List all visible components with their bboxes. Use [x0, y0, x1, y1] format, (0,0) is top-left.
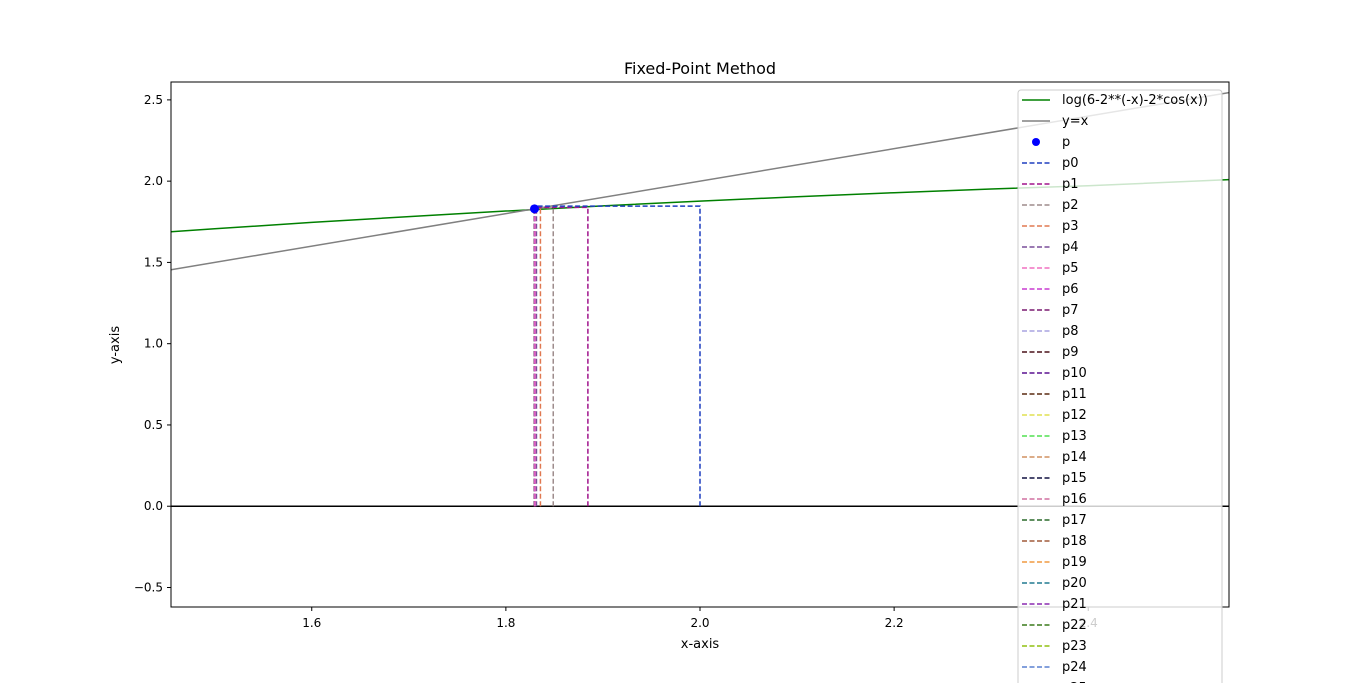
legend-label: p25	[1062, 681, 1087, 683]
legend-label: p24	[1062, 660, 1087, 675]
x-tick-label: 1.6	[302, 616, 321, 630]
legend-label: p9	[1062, 345, 1079, 360]
x-tick-label: 2.0	[690, 616, 709, 630]
legend-label: p12	[1062, 408, 1087, 423]
legend-label: p	[1062, 135, 1070, 150]
legend-label: p5	[1062, 261, 1079, 276]
legend-label: p8	[1062, 324, 1079, 339]
chart-title: Fixed-Point Method	[624, 59, 776, 78]
y-tick-label: 2.0	[144, 174, 163, 188]
x-axis-label: x-axis	[681, 637, 720, 652]
legend-label: p20	[1062, 576, 1087, 591]
legend-label: p7	[1062, 303, 1079, 318]
iteration-path-p2	[534, 207, 554, 507]
fixed-point-marker	[530, 204, 540, 214]
legend-label: p14	[1062, 450, 1087, 465]
legend-label: y=x	[1062, 114, 1089, 129]
legend-label: p18	[1062, 534, 1087, 549]
y-tick-label: 0.0	[144, 499, 163, 513]
legend-label: p16	[1062, 492, 1087, 507]
legend-label: p21	[1062, 597, 1087, 612]
y-axis-ticks: −0.5 0.0 0.5 1.0 1.5 2.0 2.5	[134, 93, 171, 594]
legend-box	[1017, 89, 1223, 683]
x-axis-ticks: 1.61.82.02.22.4	[302, 607, 1098, 630]
legend-label: p11	[1062, 387, 1087, 402]
legend-label: p10	[1062, 366, 1087, 381]
legend-label: p1	[1062, 177, 1079, 192]
legend-label: p17	[1062, 513, 1087, 528]
legend-label: p13	[1062, 429, 1087, 444]
legend-label: p22	[1062, 618, 1087, 633]
legend-label: log(6-2**(-x)-2*cos(x))	[1062, 93, 1208, 108]
iteration-path-p1	[534, 206, 589, 507]
x-tick-label: 2.2	[885, 616, 904, 630]
iteration-path-p0	[534, 205, 701, 507]
legend-label: p2	[1062, 198, 1079, 213]
legend-swatch	[1032, 138, 1040, 146]
legend-label: p6	[1062, 282, 1079, 297]
x-tick-label: 1.8	[496, 616, 515, 630]
legend-label: p4	[1062, 240, 1079, 255]
legend-label: p15	[1062, 471, 1087, 486]
legend: log(6-2**(-x)-2*cos(x)) y=x p p0 p1 p2 p3 p4 p5 p…	[1017, 89, 1223, 683]
legend-label: p0	[1062, 156, 1079, 171]
iteration-path-p4	[534, 207, 538, 507]
legend-label: p3	[1062, 219, 1079, 234]
y-tick-label: 1.0	[144, 337, 163, 351]
y-tick-label: 1.5	[144, 255, 163, 269]
y-tick-label: 2.5	[144, 93, 163, 107]
y-tick-label: −0.5	[134, 580, 163, 594]
iteration-path-p5	[534, 208, 536, 507]
legend-label: p19	[1062, 555, 1087, 570]
plot-area	[171, 91, 1229, 507]
y-tick-label: 0.5	[144, 418, 163, 432]
curve-line	[171, 178, 1229, 233]
legend-label: p23	[1062, 639, 1087, 654]
iteration-path-p3	[534, 207, 542, 507]
y-axis-label: y-axis	[108, 326, 123, 364]
